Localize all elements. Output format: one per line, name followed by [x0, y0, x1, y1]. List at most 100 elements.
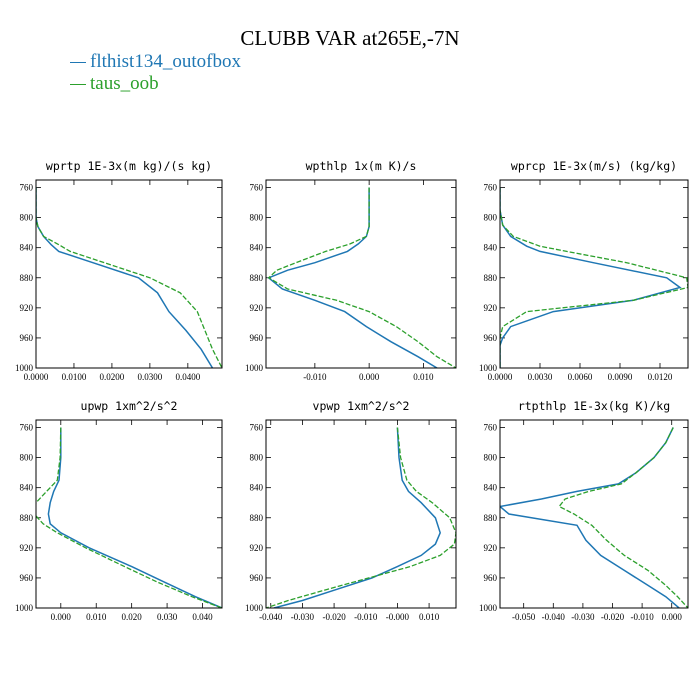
x-tick-label: 0.040 — [192, 612, 213, 622]
panel-5: vpwp 1xm^2/s^27608008408809209601000-0.0… — [245, 399, 457, 622]
x-tick-label: 0.0030 — [528, 372, 553, 382]
series-line-flthist134 — [500, 427, 680, 608]
y-tick-label: 960 — [250, 333, 264, 343]
panel-2: wpthlp 1x(m K)/s 760 800 840 880 920 960 1000 -0… — [245, 159, 457, 382]
x-tick-label: 0.030 — [157, 612, 178, 622]
y-tick-label: 840 — [484, 243, 498, 253]
x-tick-label: 0.010 — [86, 612, 107, 622]
y-tick-label: 840 — [484, 483, 498, 493]
y-tick-label: 920 — [484, 303, 498, 313]
legend-line-icon — [70, 84, 86, 86]
y-tick-label: 880 — [250, 273, 264, 283]
y-tick-label: 840 — [250, 483, 264, 493]
legend-entry-flthist134: flthist134_outofbox — [70, 51, 241, 73]
x-tick-label: 0.0300 — [138, 372, 163, 382]
x-tick-label: -0.040 — [259, 612, 283, 622]
series-line-flthist134 — [273, 427, 441, 608]
y-tick-label: 880 — [20, 273, 34, 283]
y-tick-label: 760 — [20, 183, 34, 193]
panel-frame — [265, 179, 457, 369]
legend-line-icon — [70, 62, 86, 64]
x-tick-label: -0.020 — [322, 612, 346, 622]
x-tick-label: -0.000 — [386, 612, 410, 622]
panel-title: wprtp 1E-3x(m kg)/(s kg) — [46, 159, 212, 173]
x-tick-label: -0.020 — [601, 612, 625, 622]
x-tick-label: 0.000 — [662, 612, 683, 622]
panel-frame — [499, 419, 689, 609]
y-tick-label: 920 — [20, 303, 34, 313]
panel-frame — [499, 179, 689, 369]
series-line-flthist134 — [36, 187, 214, 368]
y-tick-label: 880 — [20, 513, 34, 523]
y-tick-label: 880 — [250, 513, 264, 523]
x-tick-label: 0.0200 — [100, 372, 125, 382]
y-tick-label: 800 — [250, 453, 264, 463]
series-line-flthist134 — [47, 427, 222, 608]
panel-6: rtpthlp 1E-3x(kg K)/kg 760 800 840 880 920 960… — [479, 399, 689, 622]
y-tick-label: 800 — [484, 213, 498, 223]
x-tick-label: -0.010 — [354, 612, 378, 622]
y-tick-label: 920 — [20, 543, 34, 553]
x-tick-label: 0.0000 — [24, 372, 49, 382]
figure-title: CLUBB VAR at265E,-7N — [240, 26, 460, 50]
y-tick-label: 880 — [484, 273, 498, 283]
y-tick-label: 760 — [484, 183, 498, 193]
panel-3: wprcp 1E-3x(m/s) (kg/kg) 760 800 840 880 920 9… — [479, 159, 689, 382]
y-tick-label: 840 — [250, 243, 264, 253]
series-line-taus-oob — [267, 187, 456, 368]
y-tick-label: 960 — [484, 573, 498, 583]
x-tick-label: -0.030 — [571, 612, 595, 622]
x-tick-label: 0.0100 — [62, 372, 87, 382]
y-tick-label: 1000 — [15, 603, 34, 613]
y-tick-label: 960 — [20, 573, 34, 583]
series-line-taus-oob — [36, 427, 222, 608]
y-tick-label: 760 — [484, 423, 498, 433]
y-tick-label: 800 — [20, 213, 34, 223]
series-line-taus-oob — [558, 427, 688, 608]
series-line-taus-oob — [500, 187, 688, 368]
y-tick-label: 760 — [250, 423, 264, 433]
y-tick-label: 1000 — [15, 363, 34, 373]
legend-entry-taus-oob: taus_oob — [70, 73, 159, 95]
x-tick-label: 0.0060 — [568, 372, 593, 382]
panel-title: wprcp 1E-3x(m/s) (kg/kg) — [511, 159, 677, 173]
panel-frame — [35, 179, 223, 369]
x-tick-label: 0.010 — [413, 372, 434, 382]
panel-title: rtpthlp 1E-3x(kg K)/kg — [518, 399, 670, 413]
x-tick-label: 0.000 — [51, 612, 72, 622]
y-tick-label: 1000 — [245, 363, 264, 373]
x-tick-label: 0.020 — [122, 612, 143, 622]
y-tick-label: 760 — [20, 423, 34, 433]
panel-frame — [265, 419, 457, 609]
series-line-taus-oob — [266, 427, 456, 608]
y-tick-label: 960 — [484, 333, 498, 343]
x-tick-label: -0.040 — [542, 612, 566, 622]
y-tick-label: 800 — [250, 213, 264, 223]
y-tick-label: 1000 — [479, 363, 498, 373]
y-tick-label: 880 — [484, 513, 498, 523]
panel-1: wprtp 1E-3x(m kg)/(s kg) 760 800 840 880 920 9… — [15, 159, 223, 382]
x-tick-label: 0.0120 — [648, 372, 673, 382]
y-tick-label: 1000 — [479, 603, 498, 613]
panel-frame — [35, 419, 223, 609]
x-tick-label: 0.0090 — [608, 372, 633, 382]
legend-label: taus_oob — [90, 73, 159, 94]
panel-4: upwp 1xm^2/s^2 760 800 840 880 920 960 1000 0.00… — [15, 399, 223, 622]
series-line-flthist134 — [500, 187, 682, 368]
x-tick-label: 0.010 — [419, 612, 440, 622]
panel-title: vpwp 1xm^2/s^2 — [313, 399, 410, 413]
y-tick-label: 1000 — [245, 603, 264, 613]
y-tick-label: 800 — [484, 453, 498, 463]
y-tick-label: 760 — [250, 183, 264, 193]
y-tick-label: 800 — [20, 453, 34, 463]
x-tick-label: 0.000 — [359, 372, 380, 382]
y-tick-label: 960 — [250, 573, 264, 583]
x-tick-label: 0.0400 — [175, 372, 200, 382]
x-tick-label: 0.0000 — [488, 372, 513, 382]
y-tick-label: 920 — [250, 303, 264, 313]
x-tick-label: -0.030 — [291, 612, 315, 622]
panel-title: wpthlp 1x(m K)/s — [306, 159, 417, 173]
y-tick-label: 920 — [484, 543, 498, 553]
x-tick-label: -0.050 — [512, 612, 536, 622]
